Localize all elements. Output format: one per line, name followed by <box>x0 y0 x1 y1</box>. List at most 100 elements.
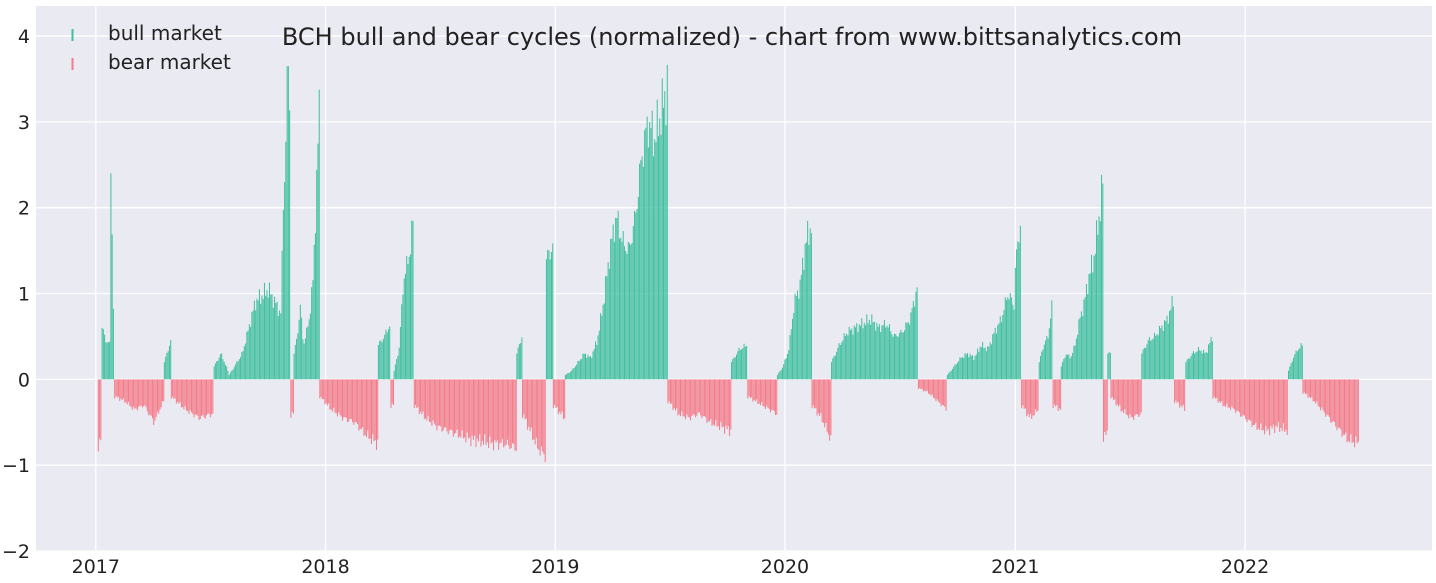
bull-bar <box>1088 274 1090 380</box>
bull-bar <box>309 313 311 380</box>
bear-bar <box>1037 379 1039 411</box>
bull-bar <box>998 323 1000 380</box>
bull-bar <box>1170 309 1172 380</box>
bear-bar <box>1177 379 1179 402</box>
bear-bar <box>443 379 445 428</box>
bull-bar <box>977 348 979 380</box>
bull-bar <box>407 264 409 380</box>
bear-bar <box>374 379 376 441</box>
bull-bar <box>240 357 242 380</box>
bear-bar <box>342 379 344 421</box>
bear-bar <box>1357 379 1359 442</box>
bull-bar <box>1150 340 1152 380</box>
bull-bar <box>983 348 985 380</box>
bull-bar <box>742 348 744 380</box>
bull-bar <box>778 372 780 380</box>
bear-bar <box>674 379 676 411</box>
bear-bar <box>506 379 508 440</box>
bull-bar <box>298 319 300 380</box>
bull-bar <box>409 254 411 380</box>
bull-bar <box>1108 352 1110 380</box>
bull-bar <box>272 307 274 380</box>
bear-bar <box>925 379 927 392</box>
bull-bar <box>385 329 387 380</box>
bull-bar <box>1099 221 1101 380</box>
bull-bar <box>784 359 786 380</box>
bear-bar <box>1226 379 1228 404</box>
bull-bar <box>1094 253 1096 380</box>
bull-bar <box>620 237 622 380</box>
bear-bar <box>499 379 501 444</box>
bull-bar <box>642 166 644 380</box>
bear-bar <box>493 379 495 451</box>
bear-bar <box>339 379 341 415</box>
bull-bar <box>1013 309 1015 380</box>
bull-bar <box>789 335 791 380</box>
bear-bar <box>770 379 772 413</box>
bull-bar <box>958 361 960 380</box>
bull-bar <box>896 336 898 380</box>
bear-bar <box>457 379 459 438</box>
bull-bar <box>1014 267 1016 380</box>
bear-bar <box>1228 379 1230 408</box>
bull-bar <box>612 224 614 380</box>
bear-bar <box>498 379 500 450</box>
bear-bar <box>510 379 512 449</box>
bear-bar <box>1029 379 1031 414</box>
bear-bar <box>562 379 564 420</box>
bear-bar <box>357 379 359 424</box>
bear-bar <box>941 379 943 405</box>
bull-bar <box>621 241 623 380</box>
bear-bar <box>431 379 433 426</box>
bear-bar <box>1138 379 1140 417</box>
bull-bar <box>289 110 291 380</box>
bull-bar <box>314 233 316 380</box>
bull-bar <box>950 370 952 380</box>
bear-bar <box>1182 379 1184 405</box>
bear-bar <box>125 379 127 403</box>
bull-bar <box>872 322 874 380</box>
bear-bar <box>449 379 451 431</box>
bear-bar <box>683 379 685 417</box>
bear-bar <box>1275 379 1277 426</box>
bull-bar <box>641 156 643 380</box>
bull-bar <box>602 304 604 380</box>
bull-bar <box>576 364 578 380</box>
bull-bar <box>269 282 271 380</box>
bull-bar <box>316 169 318 380</box>
bull-bar <box>738 347 740 380</box>
bear-bar <box>370 379 372 444</box>
bull-bar <box>909 324 911 380</box>
bull-bar <box>652 156 654 380</box>
bull-bar <box>1142 349 1144 380</box>
bull-bar <box>741 349 743 380</box>
bear-bar <box>100 379 102 441</box>
bear-bar <box>1024 379 1026 409</box>
bear-bar <box>175 379 177 404</box>
bear-bar <box>764 379 766 409</box>
bull-bar <box>306 327 308 380</box>
y-tick-label: 2 <box>18 198 30 220</box>
bull-bar <box>1294 354 1296 380</box>
bull-bar <box>1185 362 1187 380</box>
bear-bar <box>1123 379 1125 414</box>
bear-bar <box>358 379 360 431</box>
bull-bar <box>166 352 168 380</box>
bear-bar <box>390 379 392 409</box>
bear-bar <box>451 379 453 431</box>
bull-bar <box>1073 345 1075 380</box>
bull-bar <box>1197 346 1199 380</box>
bull-bar <box>1075 338 1077 380</box>
bear-bar <box>1237 379 1239 411</box>
x-tick-label: 2018 <box>301 556 349 578</box>
bull-bar <box>616 218 618 380</box>
bull-bar <box>655 142 657 380</box>
bear-bar <box>190 379 192 413</box>
bull-bar <box>970 355 972 380</box>
bull-bar <box>263 282 265 380</box>
bull-bar <box>302 339 304 380</box>
bear-bar <box>1251 379 1253 427</box>
bull-bar <box>1019 225 1021 380</box>
bear-bar <box>926 379 928 391</box>
x-tick-labels: 2017 2018 2019 2020 2021 2022 <box>72 556 1270 578</box>
